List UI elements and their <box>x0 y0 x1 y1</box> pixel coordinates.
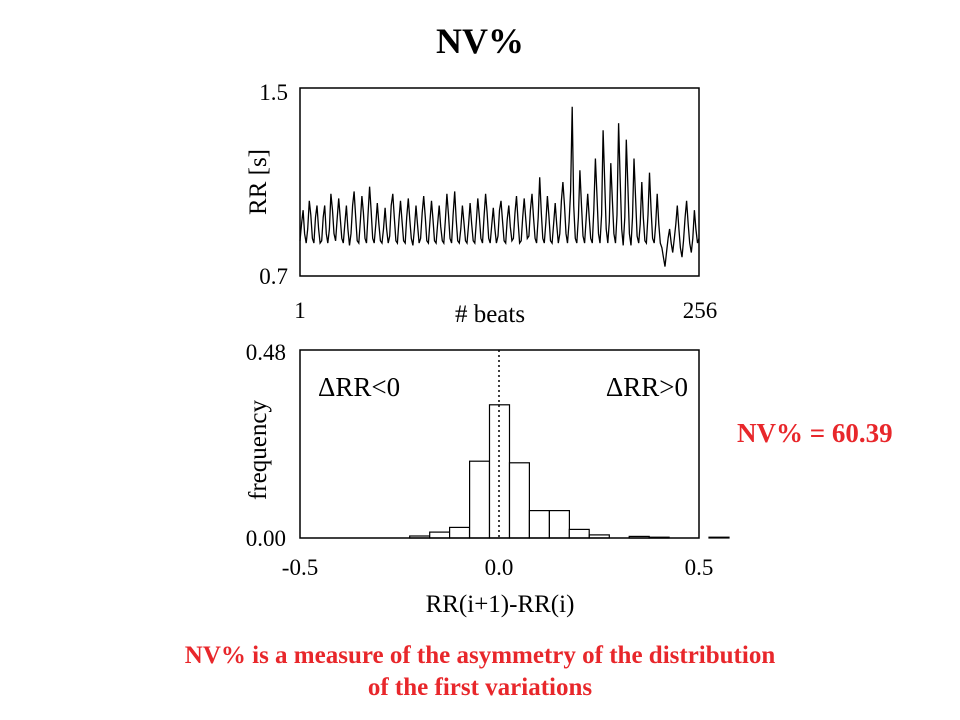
histogram-bar-12 <box>708 536 730 539</box>
positive-delta-label: ΔRR>0 <box>606 372 688 402</box>
page-title: NV% <box>436 21 524 61</box>
histogram-bar-8 <box>568 528 590 539</box>
hist-y-tick-top: 0.48 <box>246 340 286 365</box>
caption: NV% is a measure of the asymmetry of the… <box>0 640 960 704</box>
caption-line-1: NV% is a measure of the asymmetry of the… <box>184 642 776 669</box>
histogram-bar-6 <box>528 510 551 539</box>
rr-y-tick-top: 1.5 <box>259 80 288 105</box>
rr-y-axis-label: RR [s] <box>245 149 272 215</box>
rr-line-layer <box>299 106 700 267</box>
rr-plot-frame <box>299 87 700 277</box>
caption-line-2: of the first variations <box>367 674 593 701</box>
negative-delta-label: ΔRR<0 <box>318 372 400 402</box>
rr-series-line <box>299 106 700 267</box>
histogram-bar-1 <box>429 531 451 539</box>
rr-y-tick-bottom: 0.7 <box>259 264 288 289</box>
hist-y-axis-label: frequency <box>245 400 272 500</box>
histogram-bars-layer <box>409 404 730 539</box>
rr-series-chart: 1.5 0.7 RR [s] 1 256 # beats <box>245 80 717 328</box>
rr-x-axis-label: # beats <box>455 301 525 328</box>
rr-x-tick-start: 1 <box>294 298 306 323</box>
nv-result-label: NV% = 60.39 <box>737 418 893 448</box>
hist-y-tick-bottom: 0.00 <box>246 526 286 551</box>
histogram-bar-2 <box>449 526 471 539</box>
hist-x-tick-zero: 0.0 <box>485 555 514 580</box>
histogram-bar-3 <box>469 460 491 539</box>
histogram-bar-7 <box>548 510 571 539</box>
hist-x-axis-label: RR(i+1)-RR(i) <box>426 591 575 618</box>
rr-x-tick-end: 256 <box>683 298 718 323</box>
histogram-bar-5 <box>508 462 530 539</box>
histogram-chart: ΔRR<0 ΔRR>0 0.48 0.00 frequency -0.5 0.0… <box>245 340 730 618</box>
hist-x-tick-min: -0.5 <box>282 555 318 580</box>
hist-x-tick-max: 0.5 <box>685 555 714 580</box>
